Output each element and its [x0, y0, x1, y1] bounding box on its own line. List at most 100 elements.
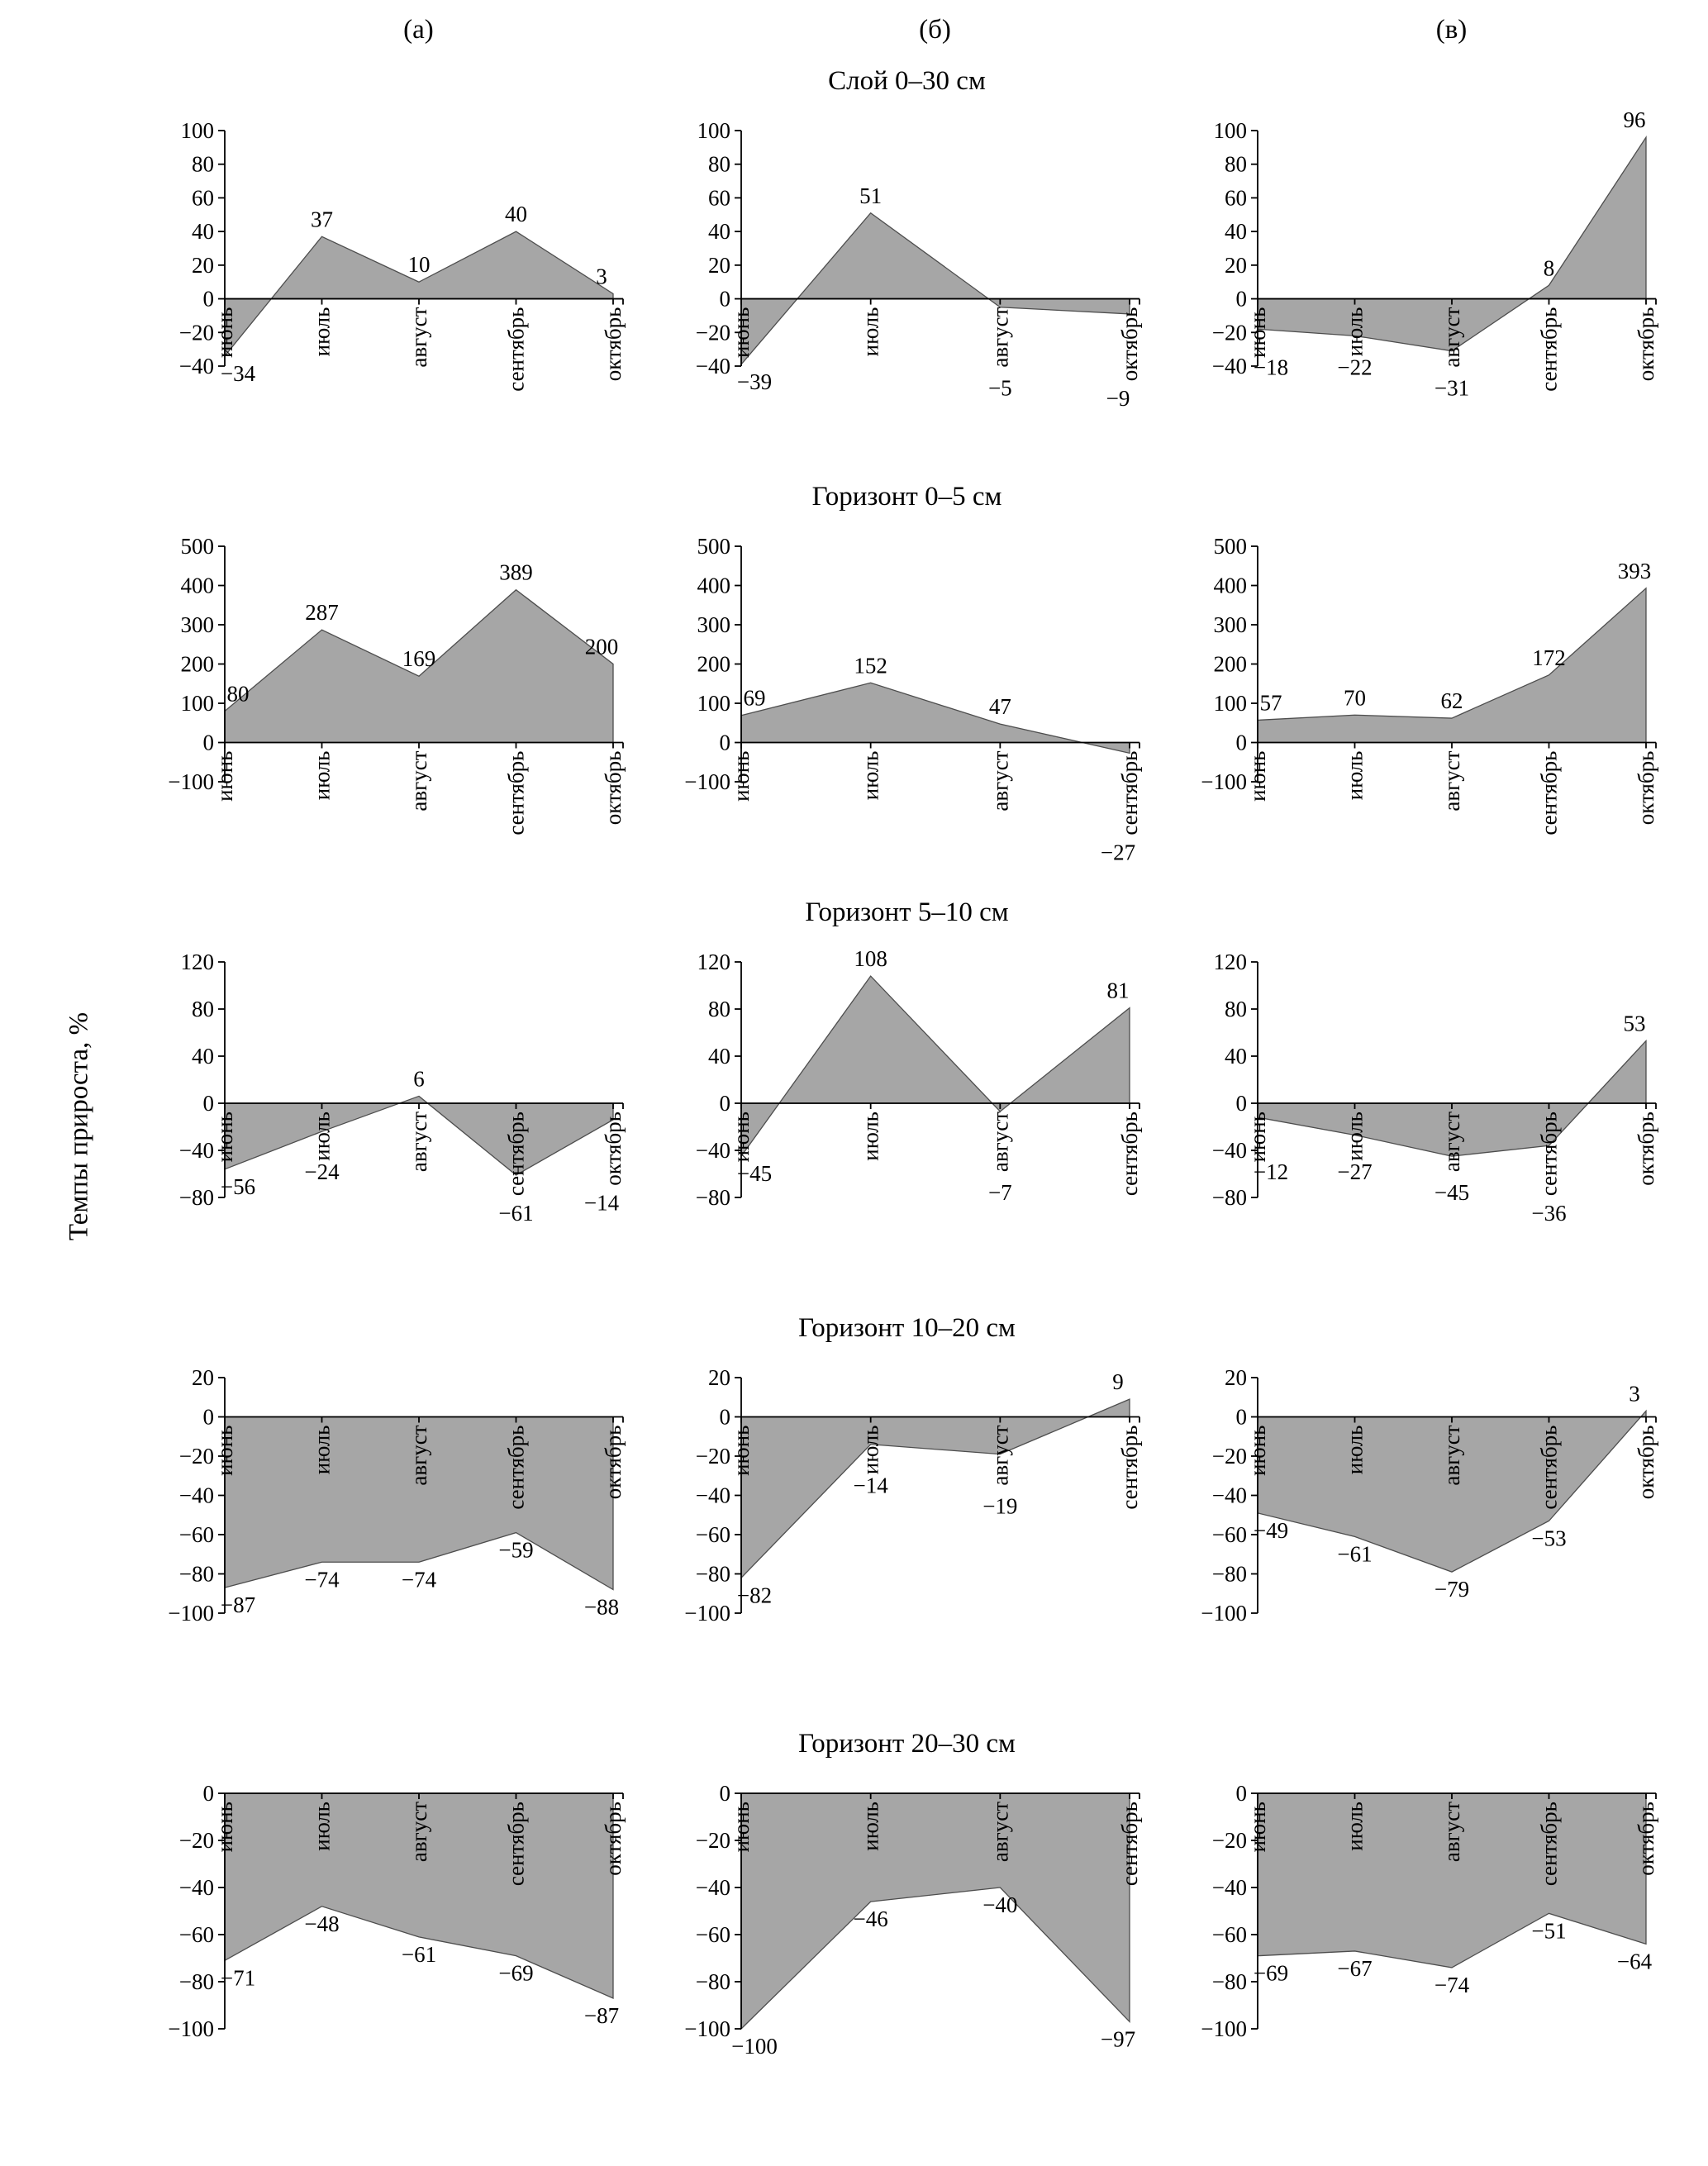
y-tick-label: 80 [708, 152, 730, 177]
y-tick-label: 400 [181, 574, 215, 598]
data-label: −61 [1337, 1541, 1372, 1566]
y-tick-label: −60 [1212, 1522, 1247, 1547]
data-label: −46 [854, 1907, 888, 1931]
data-label: −88 [584, 1595, 619, 1620]
data-label: −24 [304, 1159, 340, 1184]
x-tick-label: август [987, 750, 1012, 811]
x-tick-label: июль [859, 307, 883, 357]
x-tick-label: июнь [1245, 751, 1270, 802]
y-tick-label: −100 [684, 769, 730, 794]
y-tick-label: −80 [179, 1969, 214, 1994]
column-letter-v: (в) [1435, 15, 1468, 45]
data-label: −74 [304, 1567, 340, 1592]
row-title: Горизонт 20–30 см [798, 1729, 1016, 1759]
chart-row: −40 −20 0 20 40 60 80 100 июнь июль август сентябрь… [132, 107, 1708, 475]
chart-row: −100 0 100 200 300 400 500 июнь июль август сентяб… [132, 523, 1708, 891]
y-tick-label: −20 [1212, 1828, 1247, 1853]
y-tick-label: −80 [696, 1969, 730, 1994]
x-tick-label: июнь [729, 307, 754, 358]
x-tick-label: июль [859, 1112, 883, 1161]
data-label: −51 [1531, 1918, 1566, 1943]
x-tick-label: июнь [1245, 1426, 1270, 1476]
x-tick-label: июль [1343, 751, 1368, 801]
x-tick-label: сентябрь [1117, 1426, 1142, 1510]
x-tick-label: август [1439, 1425, 1464, 1485]
chart: −80 −40 0 40 80 120 июнь июль август сентябрь октя… [1212, 950, 1658, 1226]
area-series [740, 1398, 1130, 1579]
chart: −100 −80 −60 −40 −20 0 20 июнь июль август сентябр… [1201, 1365, 1658, 1626]
y-tick-label: −40 [1212, 1483, 1247, 1508]
y-tick-label: 0 [1236, 287, 1248, 312]
y-tick-label: 40 [708, 219, 730, 244]
x-tick-label: август [987, 307, 1012, 367]
y-tick-label: 100 [697, 118, 731, 143]
y-tick-label: 20 [708, 1365, 730, 1390]
area-series [740, 1792, 1130, 2030]
y-tick-label: 60 [708, 185, 730, 210]
y-tick-label: −40 [1212, 354, 1247, 378]
y-tick-label: 0 [720, 1091, 731, 1116]
y-tick-label: 60 [192, 185, 214, 210]
x-tick-label: сентябрь [504, 1112, 529, 1196]
y-tick-label: −60 [696, 1922, 730, 1947]
x-tick-label: август [1439, 1802, 1464, 1862]
y-tick-label: 0 [1236, 1781, 1248, 1806]
y-tick-label: −100 [1201, 1601, 1247, 1626]
data-label: −48 [304, 1911, 339, 1936]
y-tick-label: 40 [192, 1044, 214, 1069]
x-tick-label: июнь [729, 1426, 754, 1476]
y-tick-label: −80 [696, 1185, 730, 1210]
chart: −100 0 100 200 300 400 500 июнь июль август сентяб… [1201, 534, 1658, 835]
y-tick-label: −20 [1212, 1444, 1247, 1469]
chart-row: −80 −40 0 40 80 120 июнь июль август сентябрь октя… [132, 939, 1708, 1307]
y-tick-label: −60 [696, 1522, 730, 1547]
y-tick-label: −100 [684, 2016, 730, 2041]
chart: −100 −80 −60 −40 −20 0 20 июнь июль август сентябр… [684, 1365, 1142, 1626]
y-tick-label: −40 [179, 354, 214, 378]
y-tick-label: −20 [696, 320, 730, 345]
data-label: −36 [1531, 1201, 1566, 1226]
y-tick-label: −40 [179, 1483, 214, 1508]
chart: −100 0 100 200 300 400 500 июнь июль август сентяб… [684, 534, 1142, 865]
y-tick-label: 0 [720, 1781, 731, 1806]
x-tick-label: сентябрь [1537, 751, 1562, 835]
y-tick-label: 120 [697, 950, 731, 974]
x-tick-label: октябрь [601, 751, 626, 826]
y-tick-label: −40 [179, 1138, 214, 1163]
y-tick-label: −80 [1212, 1562, 1247, 1587]
y-tick-label: 40 [192, 219, 214, 244]
x-tick-label: июнь [212, 307, 237, 358]
y-tick-label: 40 [1225, 1044, 1247, 1069]
data-label: −39 [737, 369, 772, 394]
y-tick-label: −100 [168, 1601, 214, 1626]
data-label: 53 [1624, 1011, 1646, 1035]
data-label: 81 [1107, 978, 1130, 1003]
x-tick-label: октябрь [601, 1802, 626, 1876]
chart-row: −100 −80 −60 −40 −20 0 20 июнь июль август сентябр… [132, 1354, 1708, 1722]
y-tick-label: −100 [684, 1601, 730, 1626]
x-tick-label: август [1439, 1112, 1464, 1172]
x-tick-label: август [407, 750, 431, 811]
row-title: Горизонт 0–5 см [811, 482, 1002, 512]
x-tick-label: сентябрь [1537, 1112, 1562, 1196]
x-tick-label: август [407, 1112, 431, 1172]
data-label: −12 [1254, 1159, 1288, 1184]
data-label: 70 [1344, 685, 1366, 710]
data-label: 47 [989, 694, 1011, 719]
y-tick-label: 0 [720, 1405, 731, 1430]
x-tick-label: октябрь [1634, 751, 1658, 826]
y-tick-label: −40 [696, 354, 730, 378]
y-tick-label: 20 [1225, 1365, 1247, 1390]
x-tick-label: октябрь [601, 1426, 626, 1500]
x-tick-label: июль [1343, 1426, 1368, 1475]
y-tick-label: 80 [708, 997, 730, 1021]
x-tick-label: сентябрь [504, 1426, 529, 1510]
x-tick-label: август [407, 1802, 431, 1862]
data-label: −87 [221, 1592, 255, 1617]
data-label: −61 [402, 1942, 436, 1967]
data-label: −14 [854, 1473, 889, 1498]
y-tick-label: 100 [181, 118, 215, 143]
y-tick-label: −20 [179, 1828, 214, 1853]
y-tick-label: 100 [1214, 118, 1248, 143]
